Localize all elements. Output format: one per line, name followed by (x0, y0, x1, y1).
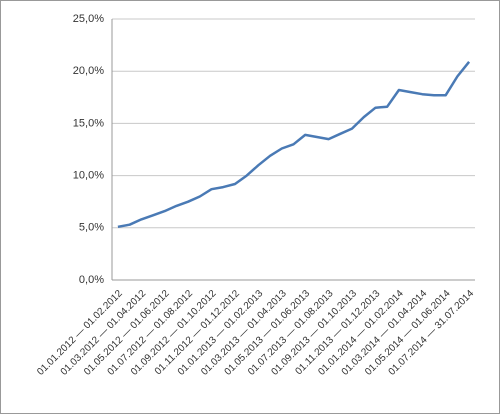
y-tick-label: 25,0% (73, 13, 104, 25)
y-tick-label: 15,0% (73, 117, 104, 129)
y-tick-label: 5,0% (79, 222, 104, 234)
y-tick-label: 0,0% (79, 274, 104, 286)
y-tick-label: 20,0% (73, 65, 104, 77)
y-tick-label: 10,0% (73, 170, 104, 182)
data-line (117, 61, 471, 229)
